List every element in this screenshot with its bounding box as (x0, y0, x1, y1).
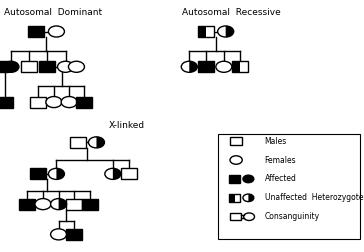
Bar (21, 61, 37, 72)
Circle shape (243, 194, 254, 202)
Text: Males: Males (265, 137, 287, 146)
Text: X-linked: X-linked (109, 121, 145, 130)
Bar (28, 26, 44, 37)
Polygon shape (226, 26, 234, 37)
Bar (230, 213, 241, 220)
Bar (39, 61, 55, 72)
Polygon shape (206, 26, 214, 37)
Text: Unaffected  Heterozygotes: Unaffected Heterozygotes (265, 193, 364, 202)
Circle shape (243, 175, 254, 183)
Circle shape (88, 137, 104, 148)
Bar (198, 61, 214, 72)
Text: Females: Females (265, 155, 296, 165)
Polygon shape (189, 61, 197, 72)
Circle shape (105, 168, 121, 179)
Bar (0, 61, 8, 72)
Bar (30, 97, 46, 108)
Polygon shape (229, 194, 235, 202)
Circle shape (61, 97, 77, 108)
Circle shape (51, 229, 67, 240)
Circle shape (46, 97, 62, 108)
Circle shape (68, 61, 84, 72)
Bar (76, 97, 92, 108)
Bar (66, 199, 82, 210)
Bar (121, 168, 137, 179)
Polygon shape (96, 137, 104, 148)
Circle shape (244, 213, 254, 220)
Bar (0, 97, 13, 108)
Circle shape (181, 61, 197, 72)
Text: Autosomal  Recessive: Autosomal Recessive (182, 8, 281, 17)
Polygon shape (56, 168, 64, 179)
Bar (70, 137, 86, 148)
Text: Consanguinity: Consanguinity (265, 212, 320, 221)
Polygon shape (198, 26, 206, 37)
Circle shape (230, 156, 242, 164)
Text: Affected: Affected (265, 174, 297, 183)
Bar (229, 175, 240, 183)
Circle shape (218, 26, 234, 37)
Circle shape (51, 199, 67, 210)
Polygon shape (113, 168, 121, 179)
Circle shape (216, 61, 232, 72)
Bar (230, 137, 242, 145)
Bar (19, 199, 35, 210)
Bar (66, 229, 82, 240)
Polygon shape (240, 61, 248, 72)
Bar (82, 199, 98, 210)
Polygon shape (232, 61, 240, 72)
Bar (229, 194, 240, 202)
Circle shape (48, 26, 64, 37)
Bar (232, 61, 248, 72)
Circle shape (58, 61, 74, 72)
Text: Autosomal  Dominant: Autosomal Dominant (4, 8, 102, 17)
Bar (218, 134, 360, 239)
Circle shape (48, 168, 64, 179)
Polygon shape (235, 194, 240, 202)
Polygon shape (59, 199, 67, 210)
Polygon shape (248, 194, 254, 202)
Circle shape (3, 61, 19, 72)
Bar (198, 26, 214, 37)
Circle shape (35, 199, 51, 210)
Bar (30, 168, 46, 179)
